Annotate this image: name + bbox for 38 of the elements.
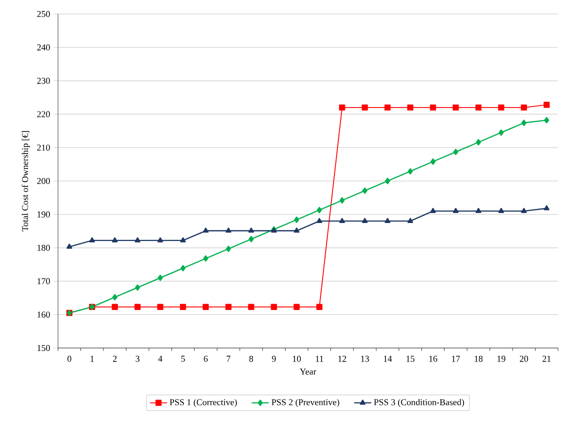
x-tick-label: 3: [136, 356, 140, 362]
x-tick-label: 17: [452, 356, 460, 362]
x-tick-label: 5: [181, 356, 185, 362]
y-tick-label: 180: [38, 244, 50, 251]
y-tick-label: 200: [37, 178, 50, 184]
x-tick-label: 2: [112, 356, 117, 362]
legend-label: PSS 1 (Corrective): [170, 398, 237, 408]
x-tick-label: 1: [90, 356, 94, 362]
y-tick-label: 190: [38, 211, 50, 218]
x-tick-label: 8: [249, 356, 254, 362]
x-axis-title: Year: [300, 368, 316, 375]
x-tick-label: 0: [67, 356, 72, 362]
x-tick-label: 4: [158, 356, 162, 362]
y-axis-title: Total Cost of Ownership [€]: [22, 131, 30, 232]
x-tick-label: 21: [542, 356, 551, 362]
x-tick-label: 7: [226, 356, 230, 362]
x-tick-label: 15: [406, 356, 414, 362]
x-tick-label: 19: [497, 356, 506, 362]
y-tick-label: 250: [37, 10, 50, 18]
x-tick-label: 13: [361, 356, 369, 362]
legend-label: PSS 3 (Condition-Based): [374, 398, 464, 408]
x-tick-label: 10: [292, 356, 301, 362]
x-tick-label: 11: [316, 356, 324, 362]
x-tick-label: 6: [204, 356, 208, 362]
y-tick-label: 210: [37, 144, 50, 151]
y-tick-label: 240: [37, 44, 50, 50]
y-tick-label: 220: [37, 111, 50, 118]
x-tick-label: 16: [429, 356, 438, 362]
y-tick-label: 170: [38, 278, 50, 284]
y-tick-label: 160: [38, 312, 50, 318]
x-tick-label: 18: [474, 356, 483, 362]
x-tick-label: 9: [272, 356, 276, 362]
x-tick-label: 12: [338, 356, 346, 362]
x-tick-label: 14: [384, 356, 392, 362]
y-tick-label: 230: [37, 78, 50, 84]
y-tick-label: 150: [38, 344, 50, 352]
x-tick-label: 20: [520, 356, 528, 362]
legend-label: PSS 2 (Preventive): [272, 398, 340, 408]
